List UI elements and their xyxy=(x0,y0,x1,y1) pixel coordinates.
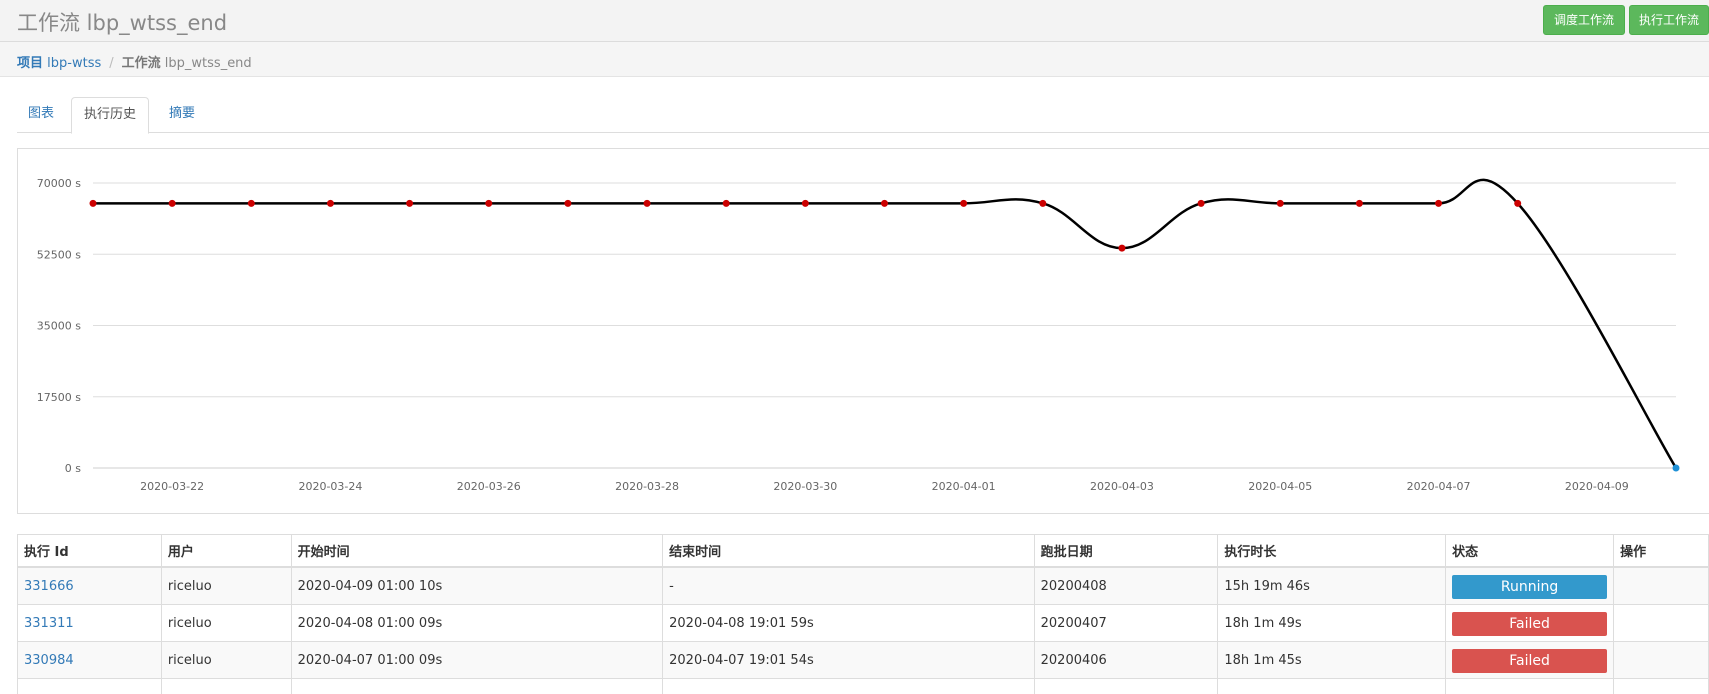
cell-end-time: 2020-04-07 19:01 54s xyxy=(663,642,1035,679)
execution-id-link[interactable]: 331311 xyxy=(24,616,74,631)
data-point xyxy=(169,200,176,207)
cell-batch-date: 20200408 xyxy=(1034,567,1218,605)
x-tick-label: 2020-04-05 xyxy=(1248,480,1312,493)
execute-flow-button[interactable]: 执行工作流 xyxy=(1629,5,1709,35)
data-point xyxy=(1673,465,1680,472)
table-row: 331311 riceluo 2020-04-08 01:00 09s 2020… xyxy=(18,605,1709,642)
x-tick-label: 2020-04-09 xyxy=(1565,480,1629,493)
x-tick-label: 2020-03-24 xyxy=(298,480,362,493)
tab-execution-history[interactable]: 执行历史 xyxy=(71,97,149,134)
x-tick-label: 2020-03-26 xyxy=(457,480,521,493)
tab-bar: 图表 执行历史 摘要 xyxy=(17,97,1709,133)
column-header-actions[interactable]: 操作 xyxy=(1614,535,1709,568)
data-point xyxy=(1118,245,1125,252)
cell-actions xyxy=(1614,642,1709,679)
chart-svg: 70000 s 52500 s 35000 s 17500 s 0 s 2020-03-2… xyxy=(18,149,1709,515)
breadcrumb-flow-label: 工作流 xyxy=(122,56,161,71)
data-point xyxy=(802,200,809,207)
data-point xyxy=(327,200,334,207)
breadcrumb-bar: 项目 lbp-wtss / 工作流 lbp_wtss_end xyxy=(0,42,1709,77)
breadcrumb: 项目 lbp-wtss / 工作流 lbp_wtss_end xyxy=(17,52,252,71)
page-title: 工作流 lbp_wtss_end xyxy=(17,7,227,37)
x-tick-label: 2020-03-28 xyxy=(615,480,679,493)
cell-duration: 18h 1m 49s xyxy=(1218,605,1446,642)
status-badge: Failed xyxy=(1452,612,1607,636)
data-point xyxy=(644,200,651,207)
cell-user: riceluo xyxy=(161,567,291,605)
data-point xyxy=(1277,200,1284,207)
execution-history-table: 执行 Id 用户 开始时间 结束时间 跑批日期 执行时长 状态 操作 33166… xyxy=(17,534,1709,694)
column-header-duration[interactable]: 执行时长 xyxy=(1218,535,1446,568)
data-point xyxy=(960,200,967,207)
cell-user: riceluo xyxy=(161,642,291,679)
data-point xyxy=(1514,200,1521,207)
cell-start-time: 2020-04-07 01:00 09s xyxy=(291,642,663,679)
data-point xyxy=(406,200,413,207)
execution-history-chart: 70000 s 52500 s 35000 s 17500 s 0 s 2020-03-2… xyxy=(17,148,1709,514)
data-point xyxy=(881,200,888,207)
breadcrumb-current: 工作流 lbp_wtss_end xyxy=(122,56,252,71)
data-point xyxy=(1039,200,1046,207)
data-point xyxy=(1435,200,1442,207)
breadcrumb-flow-name: lbp_wtss_end xyxy=(165,56,252,71)
data-point xyxy=(248,200,255,207)
column-header-batch-date[interactable]: 跑批日期 xyxy=(1034,535,1218,568)
x-tick-label: 2020-04-01 xyxy=(932,480,996,493)
y-tick-label: 35000 s xyxy=(37,320,81,333)
breadcrumb-project-link[interactable]: 项目 lbp-wtss xyxy=(17,56,101,71)
y-tick-label: 0 s xyxy=(65,462,81,475)
data-point xyxy=(485,200,492,207)
cell-duration: 15h 19m 46s xyxy=(1218,567,1446,605)
table-row xyxy=(18,679,1709,694)
execution-id-link[interactable]: 330984 xyxy=(24,653,74,668)
cell-user: riceluo xyxy=(161,605,291,642)
column-header-end-time[interactable]: 结束时间 xyxy=(663,535,1035,568)
status-badge: Running xyxy=(1452,575,1607,599)
cell-actions xyxy=(1614,605,1709,642)
column-header-start-time[interactable]: 开始时间 xyxy=(291,535,663,568)
breadcrumb-project-label: 项目 xyxy=(17,56,43,71)
breadcrumb-separator: / xyxy=(109,56,113,71)
data-point xyxy=(90,200,97,207)
y-tick-label: 52500 s xyxy=(37,248,81,261)
cell-start-time: 2020-04-09 01:00 10s xyxy=(291,567,663,605)
tab-summary[interactable]: 摘要 xyxy=(155,97,209,133)
cell-batch-date: 20200407 xyxy=(1034,605,1218,642)
data-point xyxy=(723,200,730,207)
cell-actions xyxy=(1614,567,1709,605)
execution-id-link[interactable]: 331666 xyxy=(24,579,74,594)
table-row: 330984 riceluo 2020-04-07 01:00 09s 2020… xyxy=(18,642,1709,679)
schedule-flow-button[interactable]: 调度工作流 xyxy=(1543,5,1625,35)
cell-batch-date: 20200406 xyxy=(1034,642,1218,679)
data-point xyxy=(1198,200,1205,207)
column-header-status[interactable]: 状态 xyxy=(1446,535,1614,568)
x-tick-label: 2020-03-30 xyxy=(773,480,837,493)
x-tick-label: 2020-04-03 xyxy=(1090,480,1154,493)
table-row: 331666 riceluo 2020-04-09 01:00 10s - 20… xyxy=(18,567,1709,605)
column-header-execution-id[interactable]: 执行 Id xyxy=(18,535,162,568)
column-header-user[interactable]: 用户 xyxy=(161,535,291,568)
breadcrumb-project-name: lbp-wtss xyxy=(47,56,101,71)
y-tick-label: 70000 s xyxy=(37,177,81,190)
data-point xyxy=(564,200,571,207)
status-badge: Failed xyxy=(1452,649,1607,673)
x-tick-label: 2020-04-07 xyxy=(1407,480,1471,493)
cell-start-time: 2020-04-08 01:00 09s xyxy=(291,605,663,642)
cell-end-time: - xyxy=(663,567,1035,605)
series-line xyxy=(93,180,1676,468)
top-bar: 工作流 lbp_wtss_end 调度工作流 执行工作流 xyxy=(0,0,1709,42)
cell-end-time: 2020-04-08 19:01 59s xyxy=(663,605,1035,642)
y-tick-label: 17500 s xyxy=(37,391,81,404)
tab-chart[interactable]: 图表 xyxy=(17,97,65,133)
x-tick-label: 2020-03-22 xyxy=(140,480,204,493)
data-point xyxy=(1356,200,1363,207)
cell-duration: 18h 1m 45s xyxy=(1218,642,1446,679)
execution-history-table-wrap: 执行 Id 用户 开始时间 结束时间 跑批日期 执行时长 状态 操作 33166… xyxy=(17,534,1709,694)
table-header-row: 执行 Id 用户 开始时间 结束时间 跑批日期 执行时长 状态 操作 xyxy=(18,535,1709,568)
